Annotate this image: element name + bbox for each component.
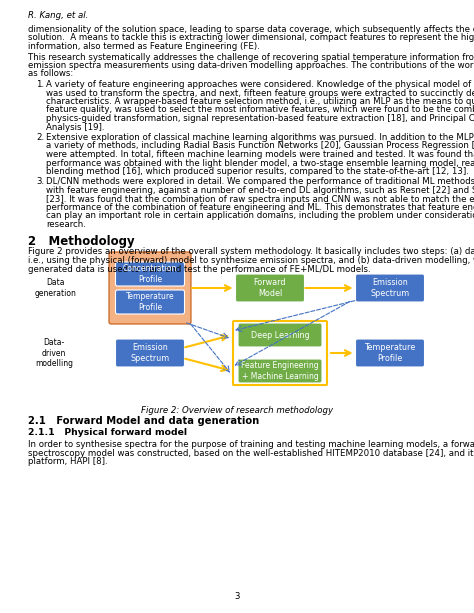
Text: Emission
Spectrum: Emission Spectrum [130,343,170,363]
Text: performance of the combination of feature engineering and ML. This demonstrates : performance of the combination of featur… [46,203,474,212]
Text: 3.: 3. [36,178,44,186]
Text: This research systematically addresses the challenge of recovering spatial tempe: This research systematically addresses t… [28,53,474,61]
FancyBboxPatch shape [356,274,425,302]
Text: research.: research. [46,220,86,229]
Text: emission spectra measurements using data-driven modelling approaches. The contri: emission spectra measurements using data… [28,61,474,70]
Text: A variety of feature engineering approaches were considered. Knowledge of the ph: A variety of feature engineering approac… [46,80,474,89]
Text: Figure 2: Overview of research methodology: Figure 2: Overview of research methodolo… [141,406,333,415]
FancyBboxPatch shape [116,262,184,286]
Text: 2.1.1   Physical forward model: 2.1.1 Physical forward model [28,428,187,437]
Text: feature quality, was used to select the most informative features, which were fo: feature quality, was used to select the … [46,105,474,115]
Text: Analysis [19].: Analysis [19]. [46,123,104,132]
Text: as follows:: as follows: [28,69,73,78]
FancyBboxPatch shape [109,252,191,324]
Text: 2.: 2. [36,133,44,142]
FancyBboxPatch shape [236,274,304,302]
Text: were attempted. In total, fifteen machine learning models were trained and teste: were attempted. In total, fifteen machin… [46,150,474,159]
Text: a variety of methods, including Radial Basis Function Networks [20], Gaussian Pr: a variety of methods, including Radial B… [46,142,474,151]
Text: blending method [16], which produced superior results, compared to the state-of-: blending method [16], which produced sup… [46,167,469,176]
Text: In order to synthesise spectra for the purpose of training and testing machine l: In order to synthesise spectra for the p… [28,440,474,449]
Text: Data
generation: Data generation [35,278,77,298]
Text: characteristics. A wrapper-based feature selection method, i.e., utilizing an ML: characteristics. A wrapper-based feature… [46,97,474,106]
Text: with feature engineering, against a number of end-to-end DL algorithms, such as : with feature engineering, against a numb… [46,186,474,195]
Text: Concentration
Profile: Concentration Profile [123,264,177,284]
Text: Emission
Spectrum: Emission Spectrum [370,278,410,298]
Text: solution.  A means to tackle this is extracting lower dimensional, compact featu: solution. A means to tackle this is extr… [28,34,474,42]
FancyBboxPatch shape [356,339,425,367]
Text: Forward
Model: Forward Model [254,278,286,298]
Text: Temperature
Profile: Temperature Profile [126,292,174,311]
Text: physics-guided transformation, signal representation-based feature extraction [1: physics-guided transformation, signal re… [46,114,474,123]
Text: Temperature
Profile: Temperature Profile [365,343,416,363]
Text: 3: 3 [234,592,240,601]
Text: 2   Methodology: 2 Methodology [28,235,135,248]
Text: Deep Learning: Deep Learning [251,330,310,340]
Text: can play an important role in certain application domains, including the problem: can play an important role in certain ap… [46,211,474,221]
FancyBboxPatch shape [116,290,184,314]
Text: 2.1   Forward Model and data generation: 2.1 Forward Model and data generation [28,416,259,426]
Text: R. Kang, et al.: R. Kang, et al. [28,11,88,20]
Text: was used to transform the spectra, and next, fifteen feature groups were extract: was used to transform the spectra, and n… [46,88,474,97]
Text: spectroscopy model was constructed, based on the well-established HITEMP2010 dat: spectroscopy model was constructed, base… [28,449,474,457]
Text: [23]. It was found that the combination of raw spectra inputs and CNN was not ab: [23]. It was found that the combination … [46,194,474,204]
Text: Data-
driven
modelling: Data- driven modelling [35,338,73,368]
Text: information, also termed as Feature Engineering (FE).: information, also termed as Feature Engi… [28,42,260,51]
Text: 1.: 1. [36,80,44,89]
Text: DL/CNN methods were explored in detail. We compared the performance of tradition: DL/CNN methods were explored in detail. … [46,178,474,186]
Text: Figure 2 provides an overview of the overall system methodology. It basically in: Figure 2 provides an overview of the ove… [28,248,474,256]
FancyBboxPatch shape [116,339,184,367]
Text: dimensionality of the solution space, leading to sparse data coverage, which sub: dimensionality of the solution space, le… [28,25,474,34]
Text: generated data is used to train and test the performance of FE+ML/DL models.: generated data is used to train and test… [28,264,371,273]
FancyBboxPatch shape [238,359,322,383]
Text: Feature Engineering
+ Machine Learning: Feature Engineering + Machine Learning [241,361,319,381]
Text: performance was obtained with the light blender model, a two-stage ensemble lear: performance was obtained with the light … [46,159,474,167]
FancyBboxPatch shape [238,323,322,347]
Text: i.e., using the physical (forward) model to synthesize emission spectra, and (b): i.e., using the physical (forward) model… [28,256,474,265]
Text: platform, HAPI [8].: platform, HAPI [8]. [28,457,108,466]
Text: Extensive exploration of classical machine learning algorithms was pursued. In a: Extensive exploration of classical machi… [46,133,474,142]
